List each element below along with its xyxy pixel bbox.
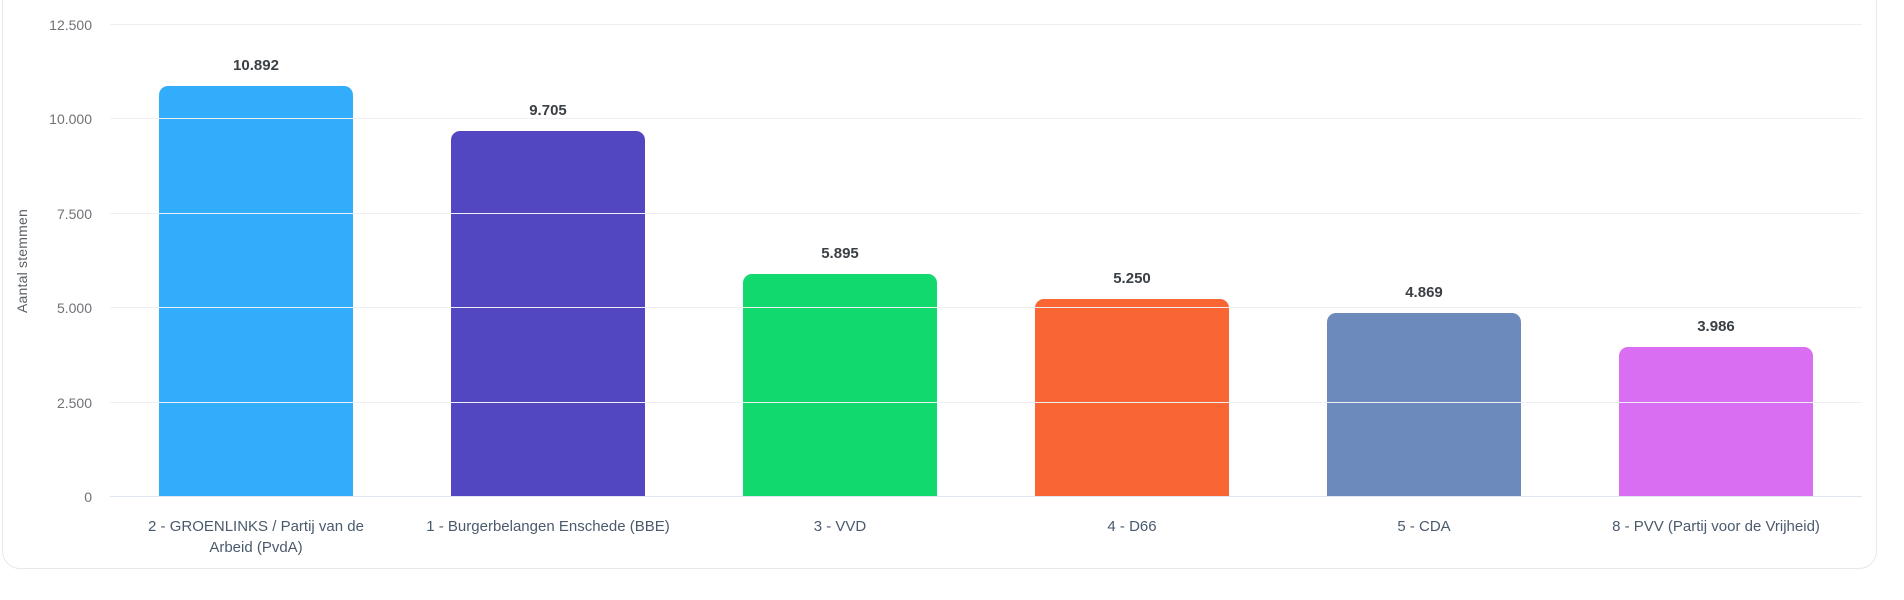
bar[interactable]: 3.986 — [1618, 318, 1814, 497]
x-category-label: 4 - D66 — [1107, 518, 1157, 535]
gridline — [110, 212, 1862, 214]
bar-value-label: 5.250 — [1113, 269, 1151, 287]
bar-column: 3.986 — [1570, 25, 1862, 497]
gridline — [110, 24, 1862, 25]
bar[interactable]: 10.892 — [158, 57, 354, 497]
bar[interactable]: 5.895 — [742, 245, 938, 497]
bar-value-label: 4.869 — [1405, 284, 1443, 302]
gridline — [110, 401, 1862, 403]
y-axis: 0 2.500 5.000 7.500 10.000 12.500 — [0, 0, 92, 600]
y-tick-label: 7.500 — [56, 205, 92, 222]
bar[interactable]: 9.705 — [450, 102, 646, 497]
bar-value-label: 10.892 — [233, 56, 279, 74]
gridline — [110, 307, 1862, 309]
x-axis: 2 - GROENLINKS / Partij van de Arbeid (P… — [110, 516, 1862, 558]
y-tick-label: 10.000 — [49, 111, 92, 128]
x-category-label: 8 - PVV (Partij voor de Vrijheid) — [1612, 518, 1820, 535]
y-tick-label: 12.500 — [49, 17, 92, 33]
bar-value-label: 3.986 — [1697, 317, 1735, 335]
bar-value-label: 5.895 — [821, 245, 859, 263]
x-axis-baseline — [110, 496, 1862, 497]
bar-column: 4.869 — [1278, 25, 1570, 497]
gridline — [110, 118, 1862, 120]
bar[interactable]: 4.869 — [1326, 284, 1522, 497]
plot-area: 10.892 9.705 5.895 5.250 4.869 3.986 — [110, 24, 1862, 497]
x-category-label: 1 - Burgerbelangen Enschede (BBE) — [426, 518, 670, 535]
bar-column: 5.250 — [986, 25, 1278, 497]
y-tick-label: 0 — [84, 489, 92, 505]
bar-series: 10.892 9.705 5.895 5.250 4.869 3.986 — [110, 25, 1862, 497]
x-category-label: 5 - CDA — [1397, 518, 1451, 535]
bar-column: 9.705 — [402, 25, 694, 497]
x-category-label: 2 - GROENLINKS / Partij van de Arbeid (P… — [148, 518, 364, 556]
bar-column: 10.892 — [110, 25, 402, 497]
y-tick-label: 2.500 — [56, 394, 92, 411]
bar-value-label: 9.705 — [529, 101, 567, 119]
bar-column: 5.895 — [694, 25, 986, 497]
y-tick-label: 5.000 — [56, 300, 92, 317]
x-category-label: 3 - VVD — [813, 518, 867, 535]
bar[interactable]: 5.250 — [1034, 270, 1230, 497]
